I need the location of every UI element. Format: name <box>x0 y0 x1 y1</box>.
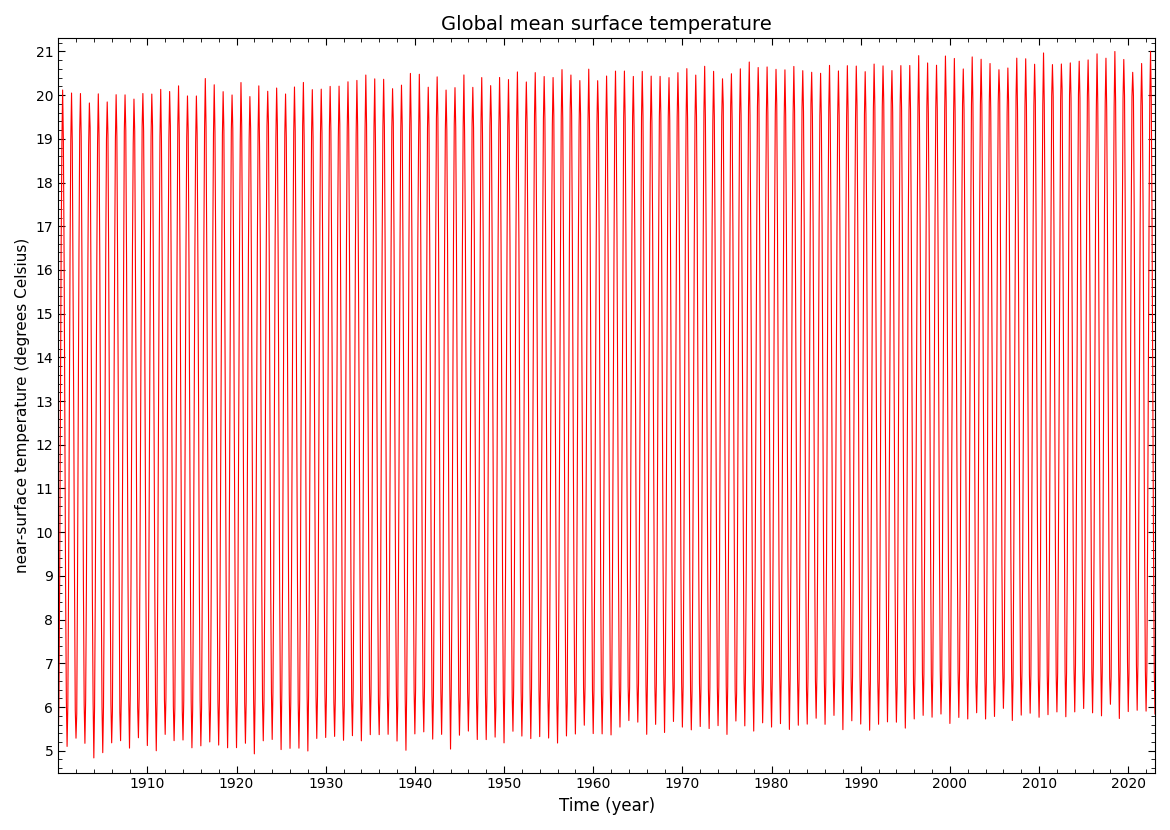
X-axis label: Time (year): Time (year) <box>558 797 655 815</box>
Title: Global mean surface temperature: Global mean surface temperature <box>441 15 772 34</box>
Y-axis label: near-surface temperature (degrees Celsius): near-surface temperature (degrees Celsiu… <box>15 238 30 573</box>
